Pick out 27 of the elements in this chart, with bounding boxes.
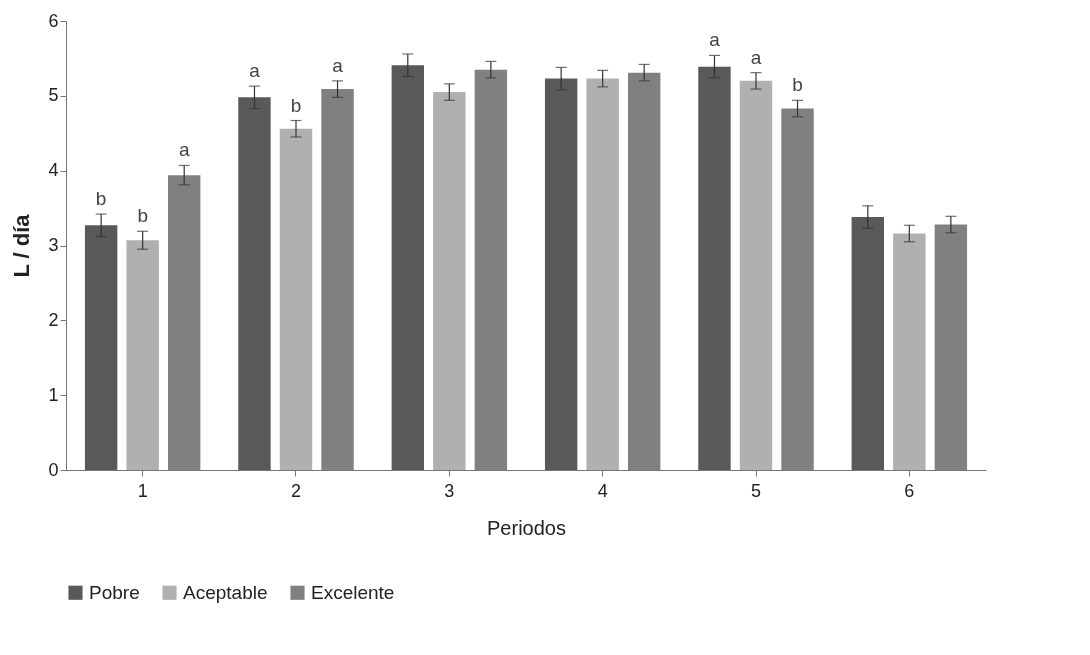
y-tick-label: 2	[48, 309, 59, 330]
x-tick-label: 3	[444, 480, 455, 501]
legend-label: Excelente	[311, 581, 395, 603]
x-axis-title: Periodos	[487, 516, 566, 539]
y-axis-title: L / día	[9, 213, 35, 278]
x-tick-label: 2	[290, 480, 302, 501]
y-tick-label: 4	[48, 160, 59, 181]
x-tick-label: 5	[750, 480, 762, 501]
data-label: a	[332, 54, 344, 76]
legend-label: Pobre	[89, 581, 140, 603]
data-label: b	[95, 188, 107, 210]
data-label: b	[290, 94, 302, 116]
data-label: a	[709, 29, 721, 51]
data-label: b	[792, 74, 803, 96]
data-label: b	[137, 205, 148, 227]
x-tick-label: 4	[597, 480, 608, 501]
y-tick-label: 3	[48, 235, 59, 255]
x-tick-label: 1	[137, 480, 148, 501]
data-label: a	[249, 60, 261, 82]
x-tick-label: 6	[904, 480, 915, 501]
y-tick-label: 5	[48, 85, 59, 106]
y-tick-label: 1	[48, 384, 59, 405]
y-tick-label: 6	[48, 10, 59, 31]
y-tick-label: 0	[48, 459, 59, 480]
legend-label: Aceptable	[183, 581, 268, 603]
data-label: a	[750, 46, 762, 68]
data-label: a	[178, 139, 190, 161]
